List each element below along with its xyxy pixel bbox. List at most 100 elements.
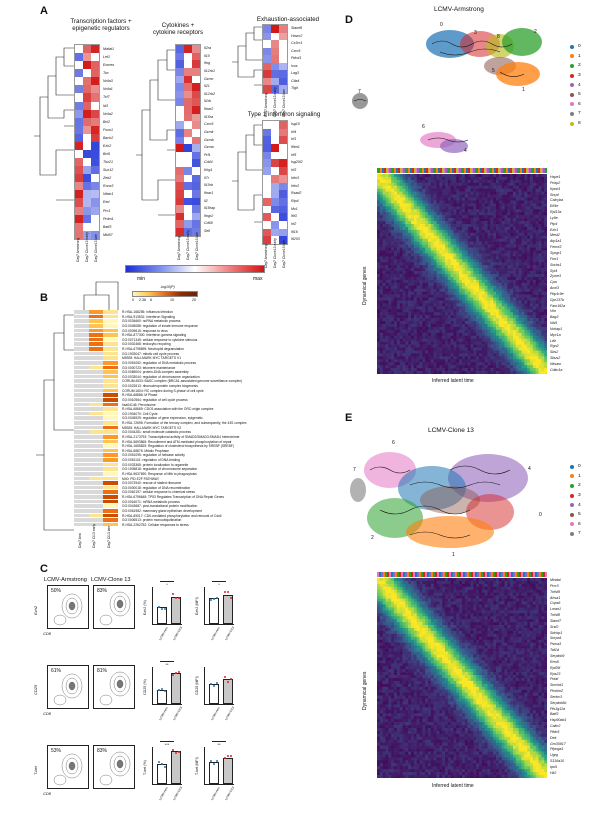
latent-heat-cell xyxy=(481,253,485,257)
latent-heat-cell xyxy=(408,371,412,374)
latent-heat-cell xyxy=(456,350,460,354)
latent-heat-cell xyxy=(479,185,483,190)
latent-heat-cell xyxy=(510,365,514,369)
latent-heat-cell xyxy=(379,341,383,345)
heatmap-cell xyxy=(184,182,192,190)
latent-heat-cell xyxy=(532,235,536,240)
latent-heat-cell xyxy=(513,365,517,369)
latent-heat-cell xyxy=(493,303,497,307)
latent-heat-cell xyxy=(527,241,531,245)
latent-heat-cell xyxy=(504,262,508,266)
latent-heat-cell xyxy=(439,335,443,340)
latent-heat-cell xyxy=(388,185,392,190)
flow-plot xyxy=(93,665,135,709)
latent-heat-cell xyxy=(442,368,446,372)
term-heat-row xyxy=(74,347,119,352)
latent-heat-cell xyxy=(405,226,409,231)
latent-heat-cell xyxy=(388,282,392,287)
latent-heat-cell xyxy=(442,241,446,245)
latent-heat-cell xyxy=(396,368,400,372)
latent-heat-cell xyxy=(436,288,440,292)
latent-heat-cell xyxy=(408,309,412,313)
latent-heat-cell xyxy=(510,321,514,325)
latent-heat-cell xyxy=(493,329,497,334)
latent-heat-cell xyxy=(377,371,381,374)
latent-heat-cell xyxy=(464,268,468,272)
latent-heat-cell xyxy=(501,191,505,195)
latent-heat-cell xyxy=(527,194,531,198)
latent-heat-cell xyxy=(521,203,525,207)
latent-heat-cell xyxy=(439,365,443,369)
latent-heat-cell xyxy=(541,259,545,263)
latent-heat-cell xyxy=(481,244,485,248)
latent-heat-cell xyxy=(504,297,508,301)
latent-heat-cell xyxy=(445,324,449,328)
heatmap-cell xyxy=(75,206,83,215)
latent-heat-cell xyxy=(419,224,423,228)
term-label: GO:0022613: ribonucleoprotein complex bi… xyxy=(122,384,198,388)
latent-heat-cell xyxy=(481,332,485,337)
latent-heat-cell xyxy=(391,294,395,298)
latent-heat-cell xyxy=(425,244,429,248)
latent-heat-cell xyxy=(464,232,468,237)
term-heat-cell xyxy=(88,328,104,334)
latent-heat-cell xyxy=(439,300,443,304)
latent-heat-cell xyxy=(456,303,460,307)
latent-heat-cell xyxy=(493,291,497,295)
latent-heat-cell xyxy=(462,303,466,307)
latent-heat-cell xyxy=(391,347,395,351)
latent-heat-cell xyxy=(473,315,477,319)
latent-heat-cell xyxy=(405,362,409,366)
latent-heat-cell xyxy=(402,262,406,266)
latent-heat-cell xyxy=(405,221,409,225)
latent-heat-cell xyxy=(535,371,539,374)
latent-heat-cell xyxy=(518,356,522,360)
latent-heat-cell xyxy=(430,232,434,237)
latent-heat-cell xyxy=(476,282,480,287)
latent-heat-cell xyxy=(419,291,423,295)
latent-heat-cell xyxy=(496,182,500,187)
latent-heat-cell xyxy=(487,221,491,225)
latent-heat-cell xyxy=(385,329,389,334)
latent-heat-cell xyxy=(402,297,406,301)
latent-heat-cell xyxy=(479,176,483,181)
latent-heat-cell xyxy=(467,188,471,192)
latent-heat-cell xyxy=(419,262,423,266)
latent-heat-cell xyxy=(493,179,497,184)
latent-heat-cell xyxy=(507,338,511,342)
latent-heat-cell xyxy=(385,212,389,216)
legend-label: 4 xyxy=(578,502,581,508)
latent-heat-cell xyxy=(445,253,449,257)
latent-heat-cell xyxy=(450,235,454,240)
latent-heat-cell xyxy=(476,191,480,195)
latent-heat-cell xyxy=(498,279,502,284)
latent-heat-cell xyxy=(524,321,528,325)
latent-heat-cell xyxy=(510,332,514,337)
latent-heat-cell xyxy=(396,332,400,337)
latent-heat-cell xyxy=(439,209,443,213)
latent-heat-cell xyxy=(442,256,446,260)
latent-heat-cell xyxy=(507,344,511,348)
latent-heat-cell xyxy=(439,241,443,245)
latent-heat-cell xyxy=(382,365,386,369)
latent-heat-cell xyxy=(377,306,381,310)
gene-label: Rpl13a xyxy=(550,210,562,215)
panel-c-letter: C xyxy=(40,563,48,575)
latent-heat-cell xyxy=(487,274,491,278)
latent-heat-cell xyxy=(396,229,400,234)
latent-heat-cell xyxy=(481,326,485,331)
latent-heat-cell xyxy=(436,365,440,369)
latent-heat-cell xyxy=(481,229,485,234)
latent-heat-cell xyxy=(481,250,485,254)
latent-heat-cell xyxy=(391,200,395,204)
latent-heat-cell xyxy=(379,353,383,357)
latent-heat-cell xyxy=(538,294,542,298)
latent-heat-cell xyxy=(464,285,468,290)
latent-heat-cell xyxy=(496,282,500,287)
umap-label: 8 xyxy=(497,34,500,40)
latent-heat-cell xyxy=(430,218,434,222)
heatmap-cell xyxy=(263,228,271,237)
latent-heat-cell xyxy=(456,359,460,363)
latent-heat-cell xyxy=(484,288,488,292)
latent-heat-cell xyxy=(479,303,483,307)
